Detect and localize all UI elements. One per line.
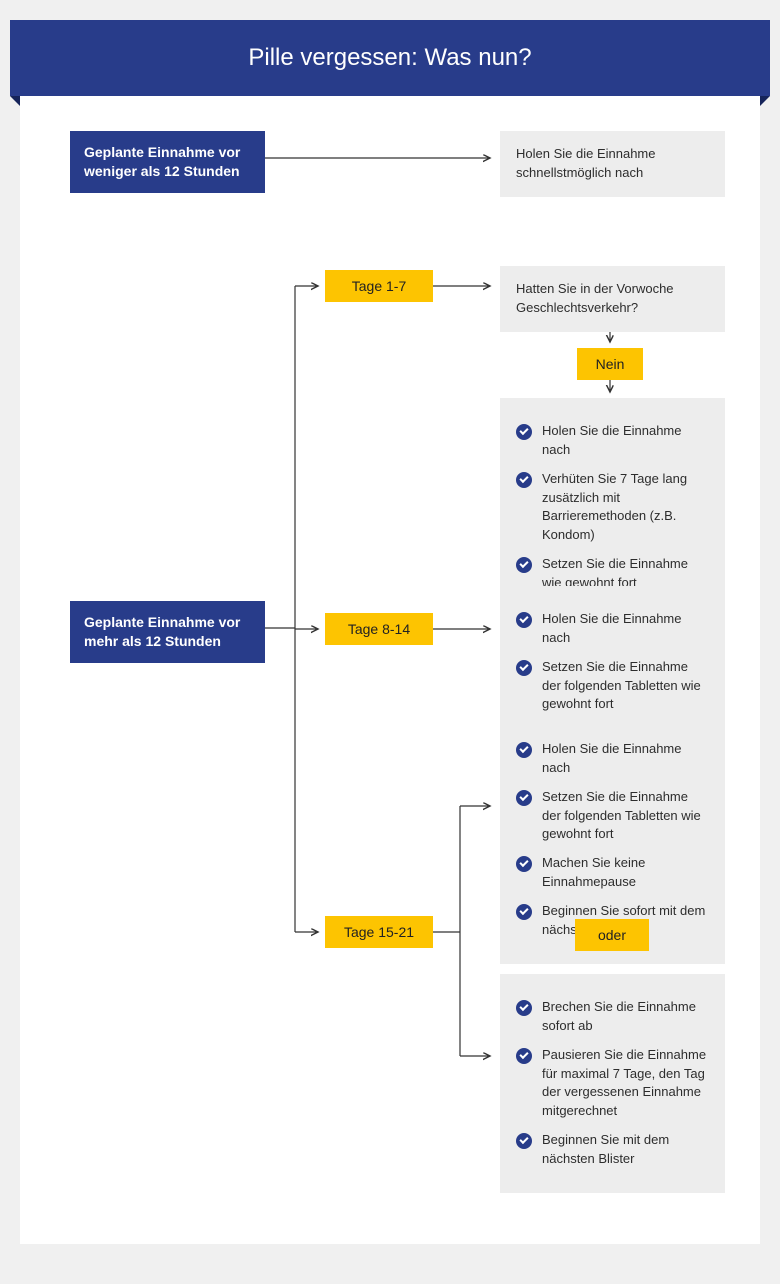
list-item: Holen Sie die Einnahme nach [516, 422, 709, 460]
check-icon [516, 660, 532, 676]
list-item-text: Holen Sie die Einnahme nach [542, 422, 709, 460]
check-icon [516, 742, 532, 758]
list-item: Setzen Sie die Einnahme der folgenden Ta… [516, 788, 709, 845]
days-1-7: Tage 1-7 [325, 270, 433, 302]
result-less-12h: Holen Sie die Einnahme schnellstmöglich … [500, 131, 725, 197]
days-8-14: Tage 8-14 [325, 613, 433, 645]
list-item-text: Brechen Sie die Einnahme sofort ab [542, 998, 709, 1036]
list-item: Setzen Sie die Einnahme der folgenden Ta… [516, 658, 709, 715]
question-text: Hatten Sie in der Vorwoche Geschlechtsve… [516, 281, 674, 315]
list-item-text: Setzen Sie die Einnahme der folgenden Ta… [542, 658, 709, 715]
days-1-7-label: Tage 1-7 [352, 278, 406, 294]
check-icon [516, 1133, 532, 1149]
check-icon [516, 1048, 532, 1064]
check-icon [516, 904, 532, 920]
oder-label: oder [598, 927, 626, 943]
list-item: Verhüten Sie 7 Tage lang zusätzlich mit … [516, 470, 709, 545]
title-text: Pille vergessen: Was nun? [248, 44, 531, 71]
box-less-12h: Geplante Einnahme vor weniger als 12 Stu… [70, 131, 265, 193]
separator-oder: oder [575, 919, 649, 951]
question-previous-week: Hatten Sie in der Vorwoche Geschlechtsve… [500, 266, 725, 332]
list-item: Holen Sie die Einnahme nach [516, 610, 709, 648]
list-item-text: Verhüten Sie 7 Tage lang zusätzlich mit … [542, 470, 709, 545]
list-item: Beginnen Sie mit dem nächsten Blister [516, 1131, 709, 1169]
infographic-card: Pille vergessen: Was nun? [20, 20, 760, 1244]
list-item: Machen Sie keine Einnahmepause [516, 854, 709, 892]
box-less-12h-label: Geplante Einnahme vor weniger als 12 Stu… [84, 144, 240, 179]
check-icon [516, 1000, 532, 1016]
days-15-21-label: Tage 15-21 [344, 924, 414, 940]
list-days-1-7: Holen Sie die Einnahme nach Verhüten Sie… [500, 398, 725, 617]
title-banner: Pille vergessen: Was nun? [10, 20, 770, 96]
check-icon [516, 557, 532, 573]
result-less-12h-text: Holen Sie die Einnahme schnellstmöglich … [516, 146, 655, 180]
check-icon [516, 472, 532, 488]
days-15-21: Tage 15-21 [325, 916, 433, 948]
list-item: Brechen Sie die Einnahme sofort ab [516, 998, 709, 1036]
list-item-text: Holen Sie die Einnahme nach [542, 740, 709, 778]
days-8-14-label: Tage 8-14 [348, 621, 410, 637]
flow-content: Geplante Einnahme vor weniger als 12 Stu… [20, 96, 760, 1226]
check-icon [516, 612, 532, 628]
answer-nein: Nein [577, 348, 643, 380]
list-days-15-21-b: Brechen Sie die Einnahme sofort ab Pausi… [500, 974, 725, 1193]
box-more-12h: Geplante Einnahme vor mehr als 12 Stunde… [70, 601, 265, 663]
check-icon [516, 790, 532, 806]
list-item-text: Holen Sie die Einnahme nach [542, 610, 709, 648]
list-item: Pausieren Sie die Einnahme für maximal 7… [516, 1046, 709, 1121]
check-icon [516, 424, 532, 440]
list-item-text: Machen Sie keine Einnahmepause [542, 854, 709, 892]
list-item-text: Setzen Sie die Einnahme der folgenden Ta… [542, 788, 709, 845]
list-item-text: Beginnen Sie mit dem nächsten Blister [542, 1131, 709, 1169]
box-more-12h-label: Geplante Einnahme vor mehr als 12 Stunde… [84, 614, 240, 649]
nein-label: Nein [596, 356, 625, 372]
list-item-text: Pausieren Sie die Einnahme für maximal 7… [542, 1046, 709, 1121]
list-item: Holen Sie die Einnahme nach [516, 740, 709, 778]
check-icon [516, 856, 532, 872]
